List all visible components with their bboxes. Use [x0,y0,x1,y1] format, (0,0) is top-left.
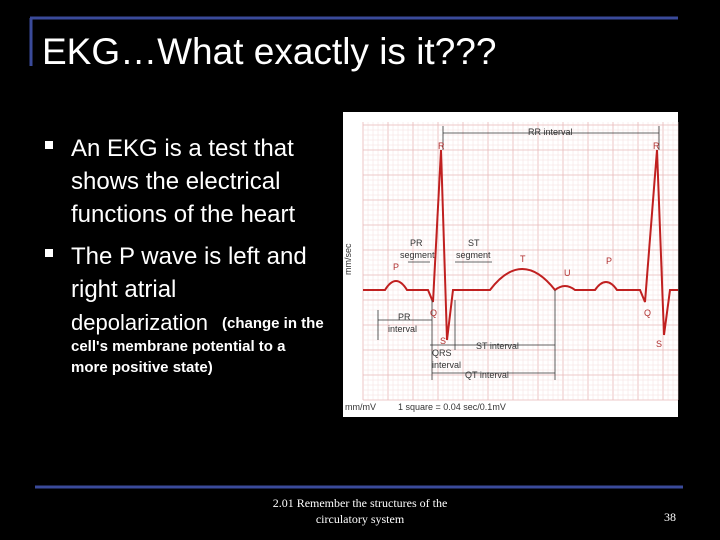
figure-label: R [438,141,445,151]
figure-label: Q [644,308,651,318]
figure-label: P [393,262,399,272]
figure-label: interval [388,324,417,334]
figure-label: segment [400,250,435,260]
page-number: 38 [664,510,676,524]
bullet-text: right atrial [71,276,176,303]
slide-title: EKG…What exactly is it??? [42,31,496,72]
figure-label: S [656,339,662,349]
bullet-detail: more positive state) [71,359,213,376]
bullet-list: An EKG is a test that shows the electric… [45,135,324,376]
figure-label: QT interval [465,370,509,380]
interval-markers [377,126,660,380]
figure-label: ST interval [476,341,519,351]
ekg-grid [362,122,679,401]
bullet-marker [45,141,53,149]
figure-label: QRS [432,348,452,358]
figure-label: mm/sec [343,243,353,275]
figure-label: PR [410,238,423,248]
bullet-detail: (change in the [222,315,324,332]
figure-label: ST [468,238,480,248]
figure-label: R [653,141,660,151]
ekg-trace [363,149,678,341]
bullet-text: shows the electrical [71,168,280,195]
figure-label: 1 square = 0.04 sec/0.1mV [398,402,506,412]
figure-label: P [606,256,612,266]
figure-label: U [564,268,571,278]
bullet-text: The P wave is left and [71,243,307,270]
figure-label: mm/mV [345,402,376,412]
footer-text: 2.01 Remember the structures of the [273,496,448,510]
bullet-marker [45,249,53,257]
figure-label: segment [456,250,491,260]
bullet-text: functions of the heart [71,201,295,228]
bullet-text: An EKG is a test that [71,135,294,162]
footer-text: circulatory system [316,512,405,526]
figure-background [343,112,678,417]
figure-label: T [520,254,526,264]
ekg-figure: RR interval R R PR segment ST segment mm… [343,112,679,417]
figure-label: RR interval [528,127,573,137]
figure-label: PR [398,312,411,322]
figure-label: interval [432,360,461,370]
figure-label: Q [430,308,437,318]
bullet-text: depolarization [71,310,208,335]
bullet-detail: cell's membrane potential to a [71,338,286,355]
figure-label: S [440,336,446,346]
